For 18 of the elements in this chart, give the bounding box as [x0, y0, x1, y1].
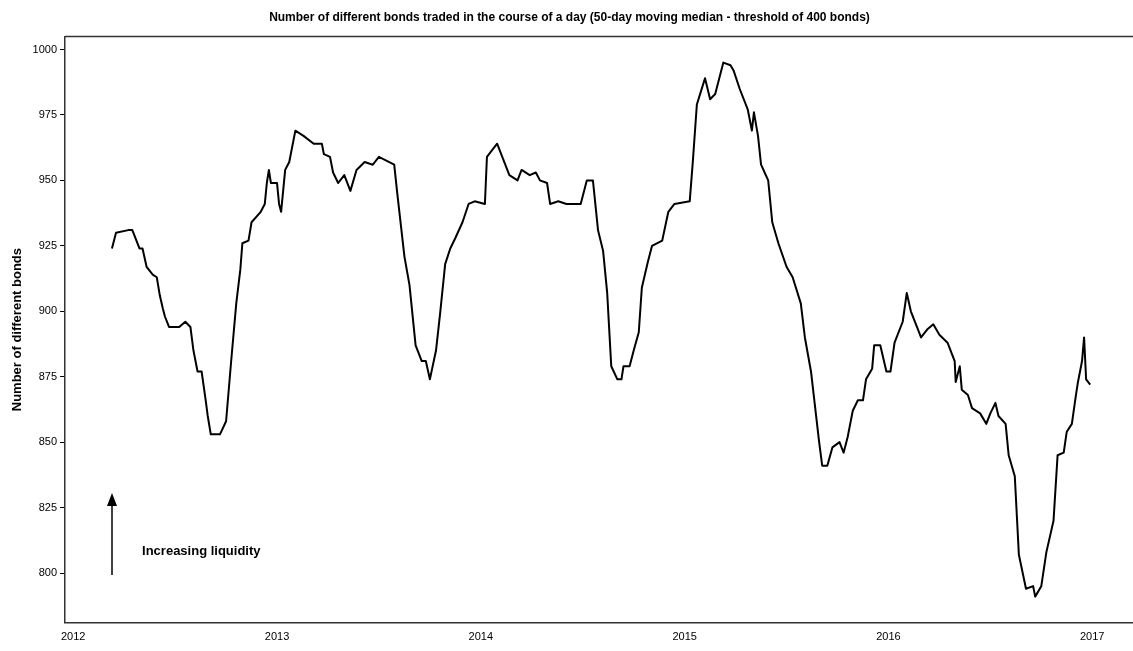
x-tick-label: 2017	[1080, 630, 1105, 643]
x-tick-label: 2012	[60, 630, 86, 643]
annotation: Increasing liquidity	[142, 542, 261, 558]
x-tick-label: 2013	[264, 630, 290, 643]
x-tick-label: 2016	[876, 630, 901, 643]
y-tick-label: 950	[38, 173, 58, 186]
y-tick-label: 850	[38, 435, 58, 448]
y-tick-label: 975	[38, 107, 58, 120]
y-tick-label: 875	[38, 369, 58, 382]
y-tick-label: 925	[38, 238, 58, 251]
y-axis-title: Number of different bonds	[9, 247, 25, 412]
y-tick-label: 1000	[32, 42, 58, 55]
x-tick-label: 2014	[468, 630, 494, 643]
chart-title: Number of different bonds traded in the course of a day (50-day moving median - threshold of 400 bonds)	[269, 9, 870, 24]
x-tick-label: 2015	[672, 630, 697, 643]
y-tick-label: 900	[38, 304, 58, 317]
y-tick-label: 800	[38, 566, 58, 579]
y-tick-label: 825	[38, 500, 58, 513]
